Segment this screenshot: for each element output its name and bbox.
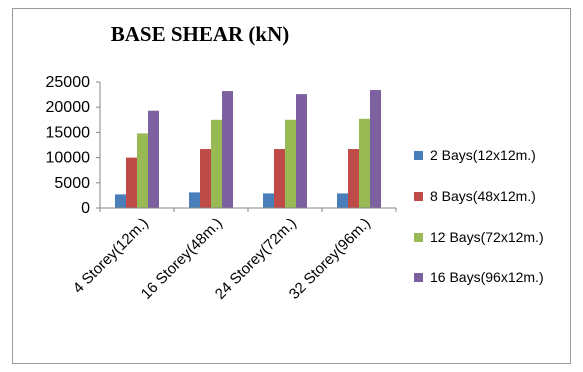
- bar: [222, 91, 233, 208]
- bar: [200, 149, 211, 208]
- y-tick-label: 10000: [46, 150, 91, 167]
- legend-swatch: [414, 150, 423, 160]
- y-tick-label: 25000: [46, 74, 91, 91]
- bar: [189, 192, 200, 208]
- x-category-label: 4 Storey(12m.): [70, 215, 152, 297]
- legend-swatch: [414, 232, 423, 242]
- bars: [115, 90, 381, 208]
- legend-label: 8 Bays(48x12m.): [430, 188, 536, 204]
- legend-item: 16 Bays(96x12m.): [414, 266, 544, 288]
- bar: [263, 193, 274, 208]
- bar: [126, 157, 137, 208]
- x-axis: 4 Storey(12m.)16 Storey(48m.)24 Storey(7…: [70, 207, 397, 303]
- legend-item: 2 Bays(12x12m.): [414, 144, 536, 166]
- bar: [285, 119, 296, 208]
- bar: [211, 119, 222, 208]
- legend-label: 12 Bays(72x12m.): [430, 229, 544, 245]
- y-axis: 0 5000 10000 15000 20000 25000: [46, 74, 101, 217]
- y-tick-label: 0: [81, 200, 90, 217]
- legend-label: 2 Bays(12x12m.): [430, 147, 536, 163]
- y-tick-label: 5000: [54, 175, 90, 192]
- bar: [337, 193, 348, 208]
- bar: [359, 118, 370, 208]
- bar: [148, 110, 159, 208]
- legend-label: 16 Bays(96x12m.): [430, 269, 544, 285]
- bar: [370, 90, 381, 208]
- legend-swatch: [414, 191, 423, 201]
- x-category-label: 32 Storey(96m.): [286, 215, 374, 303]
- bar: [348, 149, 359, 208]
- legend-item: 12 Bays(72x12m.): [414, 226, 544, 248]
- y-tick-label: 20000: [46, 99, 91, 116]
- bar: [274, 149, 285, 208]
- bar: [115, 194, 126, 208]
- bar: [296, 94, 307, 208]
- legend-item: 8 Bays(48x12m.): [414, 185, 536, 207]
- legend-swatch: [414, 272, 423, 282]
- y-tick-label: 15000: [46, 124, 91, 141]
- chart-title: BASE SHEAR (kN): [110, 22, 290, 46]
- bar: [137, 133, 148, 208]
